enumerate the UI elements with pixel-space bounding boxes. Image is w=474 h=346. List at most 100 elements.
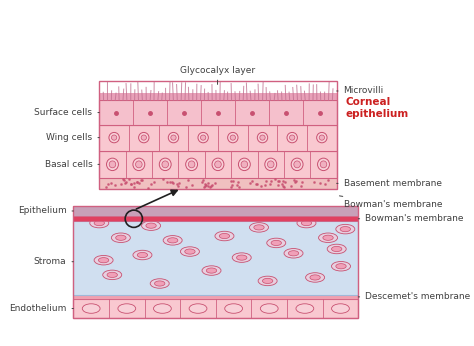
Ellipse shape (323, 235, 333, 240)
Ellipse shape (238, 158, 250, 171)
Ellipse shape (294, 161, 301, 168)
Ellipse shape (296, 304, 314, 313)
Ellipse shape (103, 270, 122, 280)
Ellipse shape (162, 161, 169, 168)
Ellipse shape (331, 262, 350, 271)
Text: Basal cells: Basal cells (45, 160, 99, 169)
Ellipse shape (267, 161, 274, 168)
Ellipse shape (116, 235, 126, 240)
FancyBboxPatch shape (73, 216, 358, 221)
Ellipse shape (111, 233, 130, 243)
Ellipse shape (198, 133, 209, 143)
Ellipse shape (331, 246, 342, 252)
Ellipse shape (168, 133, 179, 143)
Text: Stroma: Stroma (34, 257, 73, 266)
Ellipse shape (319, 233, 337, 243)
Ellipse shape (133, 250, 152, 260)
Ellipse shape (284, 248, 303, 258)
Text: Bowman's membrane: Bowman's membrane (358, 214, 464, 223)
Text: Descemet's membrane: Descemet's membrane (358, 292, 470, 301)
Ellipse shape (185, 249, 195, 254)
Ellipse shape (171, 135, 176, 140)
Ellipse shape (232, 253, 251, 262)
Ellipse shape (186, 158, 198, 171)
Ellipse shape (290, 135, 295, 140)
Ellipse shape (155, 281, 165, 286)
Ellipse shape (188, 161, 195, 168)
Ellipse shape (331, 304, 349, 313)
Ellipse shape (340, 227, 350, 232)
Ellipse shape (167, 238, 178, 243)
Ellipse shape (201, 135, 206, 140)
Ellipse shape (141, 135, 146, 140)
FancyBboxPatch shape (99, 125, 337, 151)
FancyBboxPatch shape (73, 299, 358, 318)
Ellipse shape (260, 304, 278, 313)
Ellipse shape (237, 255, 247, 260)
Ellipse shape (136, 161, 142, 168)
Ellipse shape (291, 158, 303, 171)
Ellipse shape (336, 224, 355, 234)
Text: Epithelium: Epithelium (18, 207, 73, 216)
Ellipse shape (260, 135, 265, 140)
Ellipse shape (271, 240, 282, 246)
Ellipse shape (142, 221, 161, 230)
Text: Endothelium: Endothelium (9, 304, 73, 313)
Text: Microvilli: Microvilli (337, 86, 384, 95)
Ellipse shape (317, 133, 327, 143)
Ellipse shape (336, 264, 346, 269)
Ellipse shape (133, 158, 145, 171)
Ellipse shape (94, 220, 104, 226)
Text: Bowman's membrane: Bowman's membrane (339, 196, 442, 209)
FancyBboxPatch shape (99, 178, 337, 189)
Ellipse shape (297, 218, 316, 228)
Ellipse shape (228, 133, 238, 143)
Ellipse shape (249, 222, 268, 232)
Text: Corneal
epithelium: Corneal epithelium (346, 98, 409, 119)
Ellipse shape (206, 268, 217, 273)
Text: Basement membrane: Basement membrane (337, 179, 442, 188)
Ellipse shape (109, 161, 116, 168)
FancyBboxPatch shape (99, 151, 337, 178)
Ellipse shape (257, 133, 268, 143)
Ellipse shape (99, 258, 109, 263)
Ellipse shape (310, 275, 320, 280)
Ellipse shape (219, 234, 229, 239)
Ellipse shape (163, 236, 182, 245)
Text: Wing cells: Wing cells (46, 133, 99, 142)
Ellipse shape (212, 158, 224, 171)
FancyBboxPatch shape (99, 93, 337, 100)
FancyBboxPatch shape (73, 295, 358, 299)
Ellipse shape (202, 266, 221, 275)
Ellipse shape (265, 158, 277, 171)
FancyBboxPatch shape (73, 221, 358, 295)
Ellipse shape (181, 247, 200, 256)
Ellipse shape (320, 161, 327, 168)
Ellipse shape (90, 218, 109, 228)
Ellipse shape (138, 133, 149, 143)
Ellipse shape (319, 135, 325, 140)
Ellipse shape (267, 238, 286, 248)
Ellipse shape (94, 255, 113, 265)
Ellipse shape (111, 135, 117, 140)
Ellipse shape (301, 220, 311, 226)
Ellipse shape (137, 253, 147, 258)
Ellipse shape (230, 135, 236, 140)
Ellipse shape (107, 158, 118, 171)
Ellipse shape (118, 304, 136, 313)
Ellipse shape (154, 304, 171, 313)
Ellipse shape (107, 272, 118, 277)
FancyBboxPatch shape (99, 100, 337, 125)
Ellipse shape (318, 158, 329, 171)
Text: Surface cells: Surface cells (35, 108, 99, 117)
Ellipse shape (215, 161, 221, 168)
Ellipse shape (306, 273, 325, 282)
Ellipse shape (225, 304, 243, 313)
Ellipse shape (287, 133, 297, 143)
Ellipse shape (288, 251, 299, 256)
Ellipse shape (241, 161, 247, 168)
Text: Glycocalyx layer: Glycocalyx layer (180, 66, 255, 84)
Ellipse shape (258, 276, 277, 286)
Ellipse shape (159, 158, 171, 171)
Ellipse shape (109, 133, 119, 143)
